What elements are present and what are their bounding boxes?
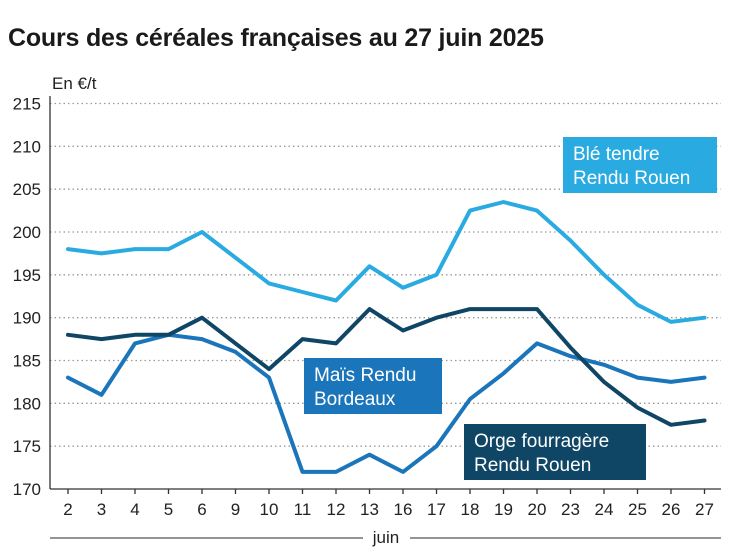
- series-line-0: [66, 200, 707, 324]
- x-tick-label: 6: [197, 500, 206, 519]
- series-label-box: [464, 424, 646, 480]
- y-tick-label: 195: [13, 266, 41, 285]
- series-label-line: Bordeaux: [314, 389, 396, 410]
- y-tick-label: 170: [13, 480, 41, 499]
- y-tick-label: 185: [13, 352, 41, 371]
- series-label-box: [304, 358, 442, 414]
- y-axis-unit-label: En €/t: [52, 74, 97, 93]
- x-tick-label: 24: [595, 500, 614, 519]
- series-label-line: Rendu Rouen: [573, 168, 690, 189]
- x-tick-label: 5: [164, 500, 173, 519]
- x-axis-title: juin: [372, 528, 399, 547]
- chart-title: Cours des céréales françaises au 27 juin…: [8, 24, 544, 52]
- y-tick-label: 215: [13, 95, 41, 114]
- series-label-line: Orge fourragère: [474, 431, 609, 452]
- x-tick-label: 23: [561, 500, 580, 519]
- series-label-line: Blé tendre: [573, 144, 660, 165]
- x-tick-label: 26: [662, 500, 681, 519]
- x-tick-label: 18: [461, 500, 480, 519]
- x-tick-label: 17: [427, 500, 446, 519]
- series-label-2: Orge fourragère Rendu Rouen: [464, 424, 646, 480]
- x-tick-label: 25: [628, 500, 647, 519]
- y-tick-label: 200: [13, 223, 41, 242]
- x-tick-label: 19: [494, 500, 513, 519]
- x-tick-label: 10: [260, 500, 279, 519]
- x-tick-label: 27: [695, 500, 714, 519]
- x-tick-label: 9: [231, 500, 240, 519]
- x-tick-label: 13: [360, 500, 379, 519]
- series-label-0: Blé tendre Rendu Rouen: [563, 137, 717, 193]
- y-tick-label: 205: [13, 180, 41, 199]
- series-line-2: [66, 307, 707, 427]
- series-layer: [66, 200, 707, 474]
- series-label-box: [563, 137, 717, 193]
- series-label-line: Rendu Rouen: [474, 455, 591, 476]
- x-tick-label: 12: [327, 500, 346, 519]
- x-tick-label: 16: [394, 500, 413, 519]
- x-tick-label: 11: [294, 500, 312, 519]
- y-tick-label: 190: [13, 309, 41, 328]
- y-tick-label: 210: [13, 137, 41, 156]
- series-label-line: Maïs Rendu: [314, 365, 416, 386]
- x-tick-label: 3: [97, 500, 106, 519]
- series-label-layer: Blé tendre Rendu Rouen Maïs Rendu Bordeaux O…: [304, 137, 717, 480]
- y-tick-label: 175: [13, 437, 41, 456]
- y-tick-label: 180: [13, 394, 41, 413]
- x-tick-label: 20: [528, 500, 547, 519]
- x-tick-label: 4: [130, 500, 139, 519]
- series-line-1: [66, 332, 707, 474]
- x-tick-label: 2: [63, 500, 72, 519]
- series-label-1: Maïs Rendu Bordeaux: [304, 358, 442, 414]
